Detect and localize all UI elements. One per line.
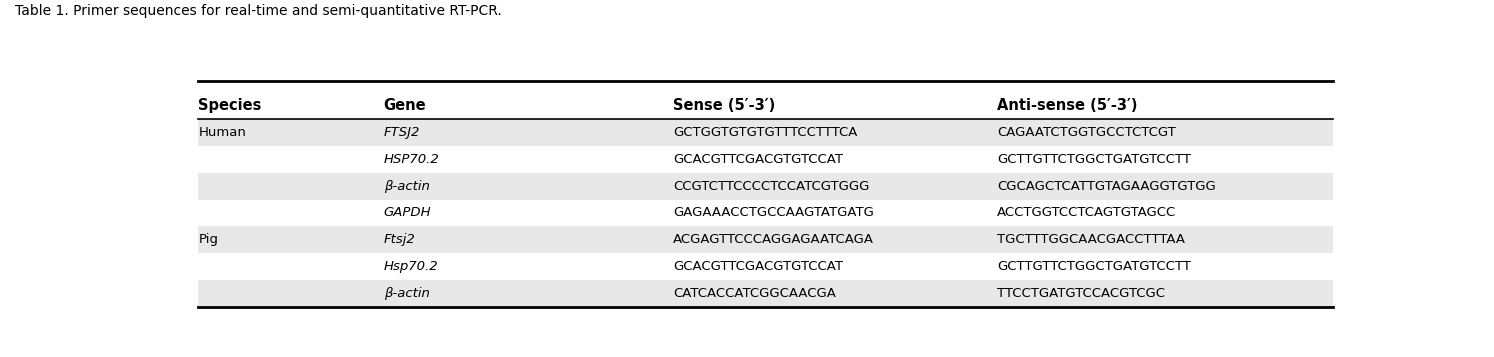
Text: ACGAGTTCCCAGGAGAATCAGA: ACGAGTTCCCAGGAGAATCAGA [672, 233, 874, 246]
Bar [199, 119, 1333, 146]
Text: FTSJ2: FTSJ2 [384, 126, 420, 139]
Text: TTCCTGATGTCCACGTCGC: TTCCTGATGTCCACGTCGC [998, 287, 1165, 300]
Text: CCGTCTTCCCCTCCATCGTGGG: CCGTCTTCCCCTCCATCGTGGG [672, 180, 870, 193]
Text: GAPDH: GAPDH [384, 206, 432, 220]
Text: GCACGTTCGACGTGTCCAT: GCACGTTCGACGTGTCCAT [672, 260, 843, 273]
Text: CGCAGCTCATTGTAGAAGGTGTGG: CGCAGCTCATTGTAGAAGGTGTGG [998, 180, 1216, 193]
Bar [199, 253, 1333, 280]
Text: Gene: Gene [384, 98, 426, 113]
Text: HSP70.2: HSP70.2 [384, 153, 439, 166]
Text: Anti-sense (5′-3′): Anti-sense (5′-3′) [998, 98, 1138, 113]
Text: Species: Species [199, 98, 261, 113]
Text: Pig: Pig [199, 233, 218, 246]
Bar [199, 173, 1333, 200]
Text: GAGAAACCTGCCAAGTATGATG: GAGAAACCTGCCAAGTATGATG [672, 206, 874, 220]
Text: CATCACCATCGGCAACGA: CATCACCATCGGCAACGA [672, 287, 837, 300]
Text: β-actin: β-actin [384, 287, 429, 300]
Text: ACCTGGTCCTCAGTGTAGCC: ACCTGGTCCTCAGTGTAGCC [998, 206, 1176, 220]
Text: GCTGGTGTGTGTTTCCTTTCA: GCTGGTGTGTGTTTCCTTTCA [672, 126, 858, 139]
Bar [199, 200, 1333, 226]
Text: CAGAATCTGGTGCCTCTCGT: CAGAATCTGGTGCCTCTCGT [998, 126, 1176, 139]
Text: β-actin: β-actin [384, 180, 429, 193]
Text: GCTTGTTCTGGCTGATGTCCTT: GCTTGTTCTGGCTGATGTCCTT [998, 153, 1191, 166]
Text: TGCTTTGGCAACGACCTTTAA: TGCTTTGGCAACGACCTTTAA [998, 233, 1185, 246]
Text: Sense (5′-3′): Sense (5′-3′) [672, 98, 775, 113]
Bar [199, 280, 1333, 307]
Text: GCTTGTTCTGGCTGATGTCCTT: GCTTGTTCTGGCTGATGTCCTT [998, 260, 1191, 273]
Text: Hsp70.2: Hsp70.2 [384, 260, 438, 273]
Text: GCACGTTCGACGTGTCCAT: GCACGTTCGACGTGTCCAT [672, 153, 843, 166]
Text: Ftsj2: Ftsj2 [384, 233, 415, 246]
Text: Human: Human [199, 126, 247, 139]
Text: Table 1. Primer sequences for real-time and semi-quantitative RT-PCR.: Table 1. Primer sequences for real-time … [15, 4, 502, 17]
Bar [199, 146, 1333, 173]
Bar [199, 226, 1333, 253]
